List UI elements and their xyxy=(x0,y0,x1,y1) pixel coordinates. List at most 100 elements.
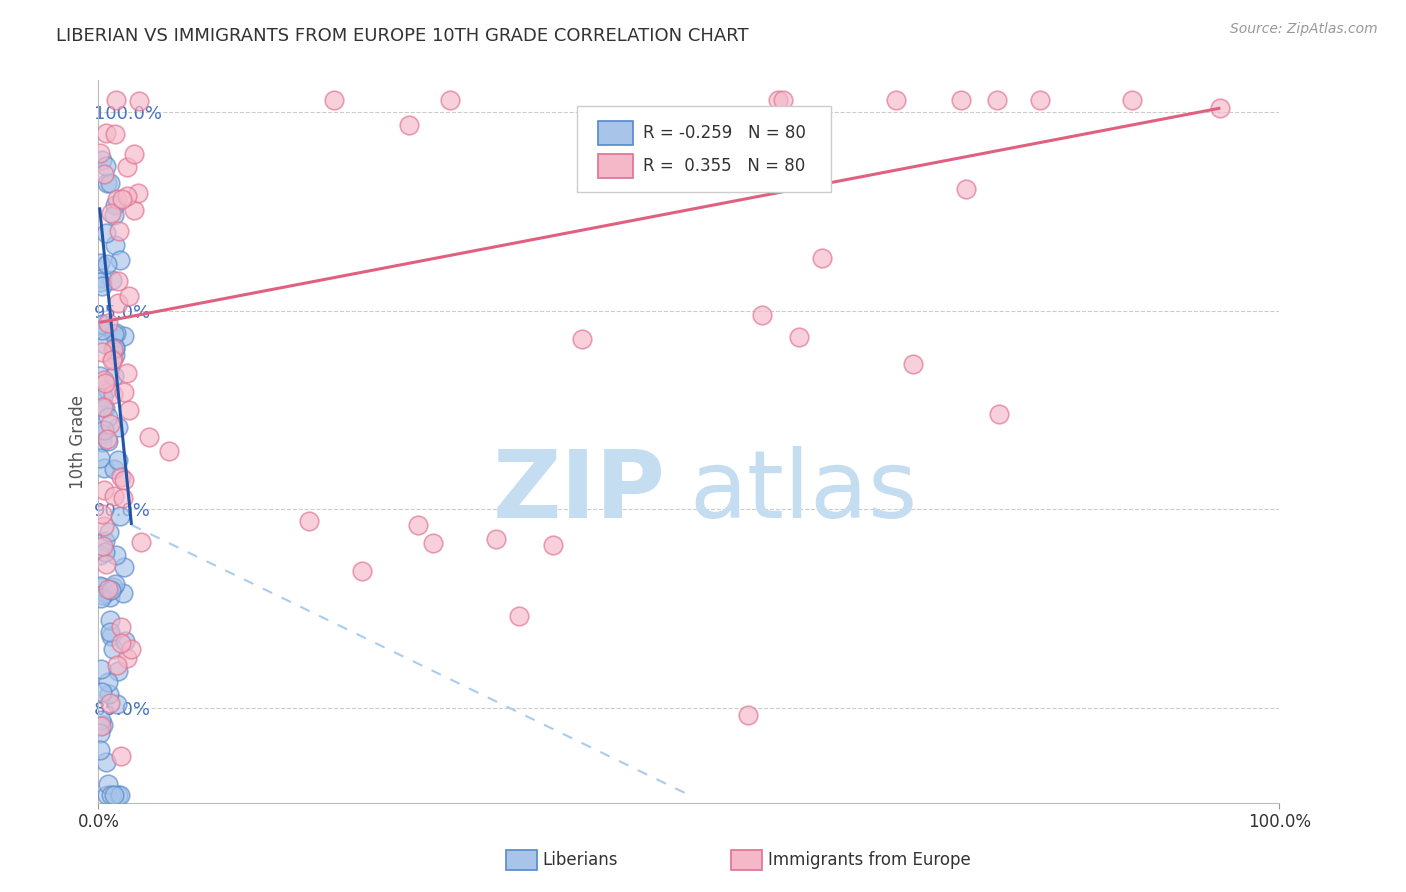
Point xyxy=(89,275,111,289)
Point xyxy=(97,777,120,791)
Text: ZIP: ZIP xyxy=(492,446,665,538)
Point xyxy=(91,399,114,413)
Point xyxy=(105,697,128,711)
Point xyxy=(118,289,141,303)
Point xyxy=(91,345,114,359)
Point xyxy=(672,129,695,144)
Point xyxy=(96,382,118,396)
Point xyxy=(103,208,125,222)
Point xyxy=(98,624,121,639)
Point xyxy=(323,93,346,107)
Point xyxy=(439,93,461,107)
Point xyxy=(112,474,135,488)
Point xyxy=(98,613,121,627)
Point xyxy=(103,342,125,356)
Point xyxy=(91,718,114,732)
Point xyxy=(768,93,790,107)
Point xyxy=(422,536,444,550)
Point xyxy=(772,93,794,107)
Point xyxy=(107,664,129,678)
Point xyxy=(884,93,907,107)
Point xyxy=(950,93,973,107)
Point xyxy=(97,410,120,425)
Point xyxy=(93,483,115,497)
Point xyxy=(93,426,115,441)
Text: R = -0.259   N = 80: R = -0.259 N = 80 xyxy=(643,124,806,142)
Point xyxy=(93,519,115,533)
Point xyxy=(103,489,125,503)
Point xyxy=(91,317,114,331)
Point xyxy=(112,384,135,399)
Point xyxy=(508,609,530,624)
Point xyxy=(97,434,120,448)
Point xyxy=(571,332,593,346)
Point xyxy=(103,788,125,802)
Point xyxy=(90,508,112,522)
Text: atlas: atlas xyxy=(689,446,917,538)
Point xyxy=(100,697,122,711)
Point xyxy=(1029,93,1052,107)
Point xyxy=(157,444,180,458)
Point xyxy=(101,642,124,657)
Point xyxy=(104,341,127,355)
Point xyxy=(94,401,117,415)
FancyBboxPatch shape xyxy=(598,154,634,178)
Point xyxy=(93,167,115,181)
Point xyxy=(107,453,129,467)
Point xyxy=(91,391,114,405)
Point xyxy=(112,585,135,599)
Point xyxy=(97,687,120,701)
Point xyxy=(104,128,127,142)
Point xyxy=(89,318,111,332)
Point xyxy=(90,662,112,676)
Point xyxy=(108,223,131,237)
Point xyxy=(955,181,977,195)
Point xyxy=(100,628,122,642)
Point xyxy=(117,160,139,174)
Point xyxy=(100,206,122,220)
Point xyxy=(89,548,111,562)
Point xyxy=(96,755,118,769)
Point xyxy=(104,238,127,252)
Point xyxy=(108,509,131,524)
Point xyxy=(101,580,124,594)
Y-axis label: 10th Grade: 10th Grade xyxy=(69,394,87,489)
Point xyxy=(94,126,117,140)
Point xyxy=(789,330,811,344)
Point xyxy=(110,469,132,483)
Point xyxy=(129,535,152,549)
Text: Immigrants from Europe: Immigrants from Europe xyxy=(768,851,970,869)
Point xyxy=(93,373,115,387)
Point xyxy=(986,93,1008,107)
Point xyxy=(104,348,127,362)
Point xyxy=(110,619,132,633)
Point xyxy=(112,560,135,574)
Point xyxy=(127,186,149,200)
Point xyxy=(352,565,374,579)
Point xyxy=(89,451,111,466)
Point xyxy=(89,591,111,606)
Point xyxy=(94,376,117,390)
Point xyxy=(89,579,111,593)
Point xyxy=(107,788,129,802)
Point xyxy=(1209,101,1232,115)
Point xyxy=(105,326,128,340)
Point xyxy=(122,146,145,161)
Point xyxy=(111,192,134,206)
Point xyxy=(111,491,134,505)
Point xyxy=(104,577,127,591)
Point xyxy=(96,159,118,173)
Point xyxy=(89,743,111,757)
Point xyxy=(103,368,125,383)
Text: Liberians: Liberians xyxy=(543,851,619,869)
Point xyxy=(98,590,121,604)
Point xyxy=(90,153,112,168)
Point xyxy=(103,462,125,476)
Point xyxy=(406,517,429,532)
Point xyxy=(93,423,115,437)
Point xyxy=(107,274,129,288)
Point xyxy=(124,203,146,218)
Point xyxy=(101,387,124,401)
Point xyxy=(541,539,564,553)
Point xyxy=(94,226,117,240)
